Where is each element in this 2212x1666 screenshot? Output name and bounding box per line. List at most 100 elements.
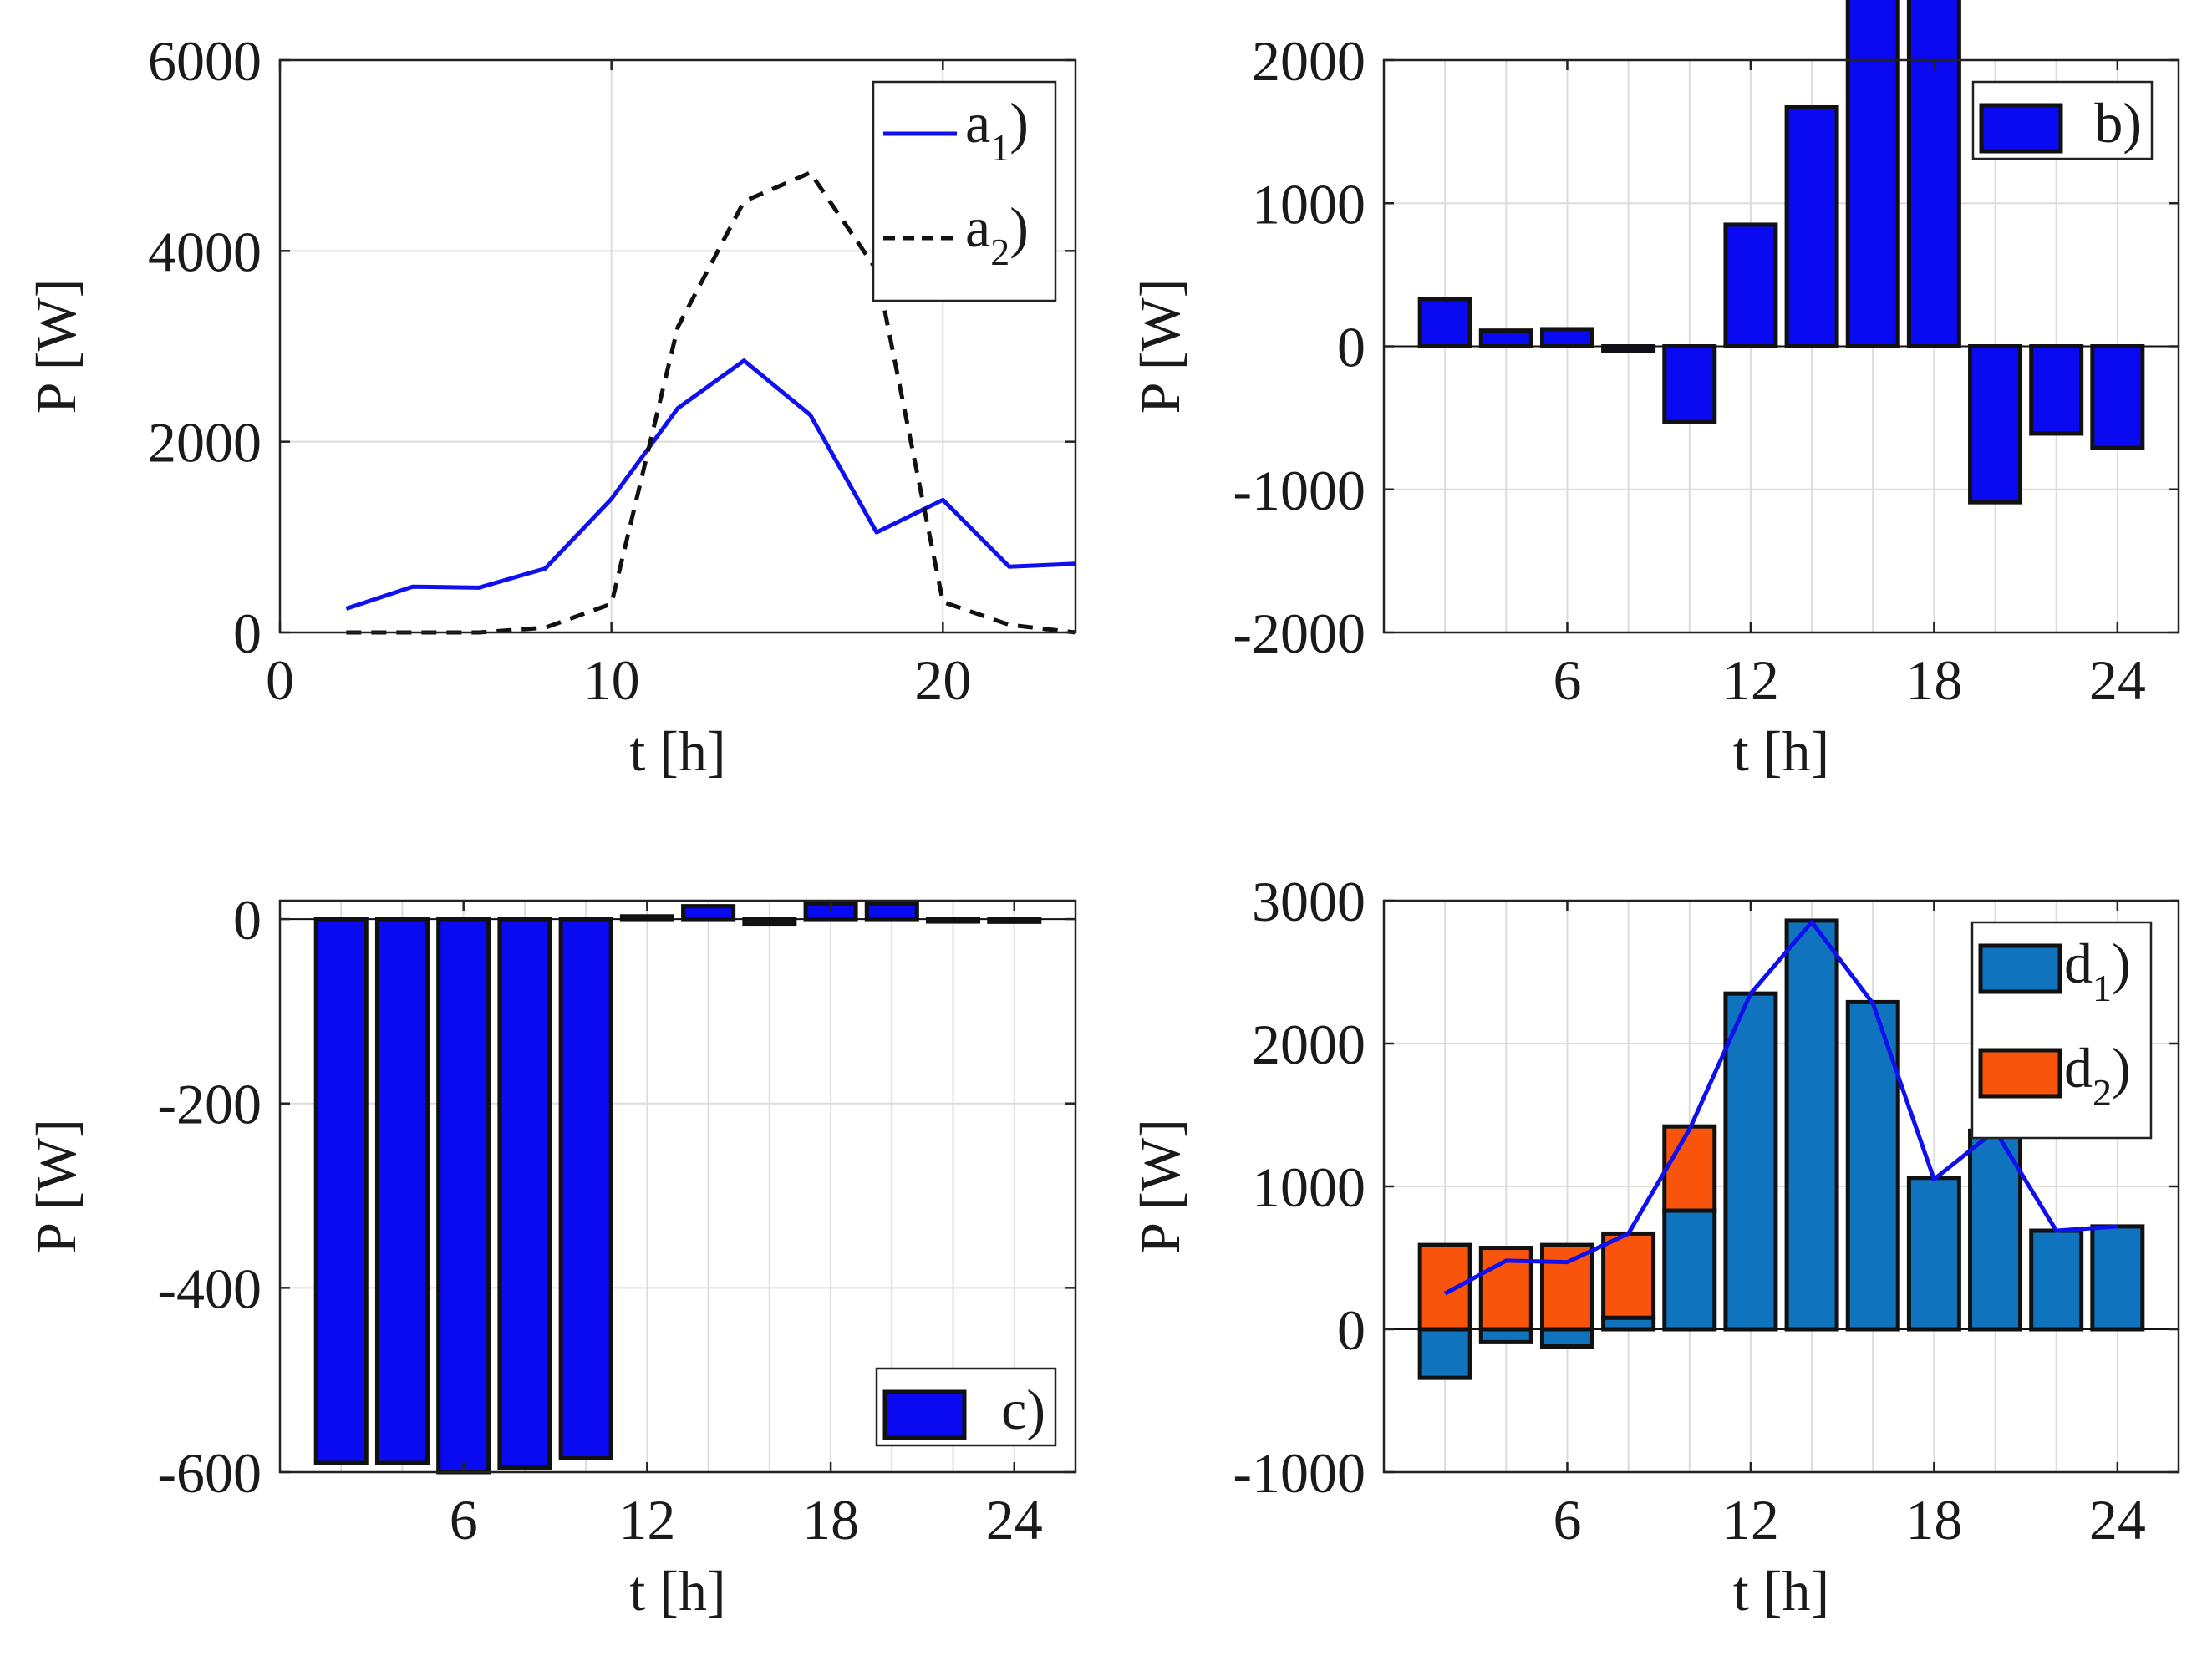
bar-d1 (2090, 1224, 2145, 1332)
y-axis-label: P [W] (24, 279, 88, 414)
legend-label: c) (1001, 1378, 1045, 1441)
legend-label-suffix: ) (1009, 91, 1029, 155)
bar-d1 (1601, 1315, 1656, 1332)
legend-label: b) (2094, 91, 2142, 155)
line-group (345, 170, 1075, 635)
legend-label-suffix: ) (2112, 932, 2131, 995)
bar-d1 (1723, 991, 1778, 1332)
x-tick-label: 12 (1722, 648, 1779, 712)
legend-label-base: d (2064, 932, 2093, 995)
y-axis-label: P [W] (1128, 279, 1192, 414)
x-tick-label: 18 (802, 1488, 859, 1552)
x-tick-label: 18 (1905, 1488, 1962, 1552)
bar-c (313, 917, 369, 1465)
x-axis-label: t [h] (1733, 719, 1829, 783)
bar-d1 (1478, 1327, 1533, 1344)
x-tick-label: 24 (986, 1488, 1043, 1552)
bar-b (1723, 222, 1778, 348)
axes-frame (278, 58, 1077, 634)
x-axis-label: t [h] (629, 719, 725, 783)
legend-swatch-box (1978, 943, 2062, 994)
y-tick-label: -1000 (1233, 1441, 1365, 1505)
legend-label-base: d (2064, 1036, 2093, 1100)
legend: b) (1971, 80, 2154, 160)
y-tick-label: 0 (233, 602, 262, 665)
bar-b (2090, 344, 2145, 450)
y-tick-label: -200 (157, 1073, 262, 1136)
legend-label-sub: 1 (2093, 967, 2112, 1009)
series-line-a1 (345, 358, 1075, 611)
bar-d2 (1417, 1242, 1472, 1332)
y-axis-label: P [W] (1128, 1119, 1192, 1254)
legend-label-suffix: ) (1009, 196, 1029, 259)
bar-c (497, 917, 552, 1470)
y-tick-label: 2000 (1252, 29, 1365, 93)
legend-swatch-box (882, 1389, 967, 1440)
x-axis-label: t [h] (629, 1559, 725, 1623)
overlay-line (1443, 920, 2118, 1296)
bar-b (1784, 105, 1839, 348)
y-tick-label: 2000 (1252, 1013, 1365, 1076)
x-tick-label: 20 (914, 648, 971, 712)
bar-d1 (1417, 1327, 1472, 1380)
legend-label-base: a (965, 196, 990, 259)
legend-label-base: c) (1001, 1378, 1045, 1441)
bar-c (864, 901, 919, 922)
legend-label: d1) (2064, 932, 2131, 1009)
bar-c (681, 904, 736, 922)
legend: a1)a2) (872, 80, 1057, 302)
legend-label: a1) (965, 91, 1029, 169)
y-tick-label: -400 (157, 1257, 262, 1320)
x-tick-label: 6 (450, 1488, 478, 1552)
y-tick-label: 4000 (148, 220, 262, 283)
y-tick-label: 0 (1337, 1298, 1365, 1362)
x-tick-label: 0 (266, 648, 294, 712)
bar-d1 (1784, 918, 1839, 1332)
bar-b (1478, 328, 1533, 349)
y-tick-label: 3000 (1252, 870, 1365, 933)
bar-b (1906, 0, 1961, 349)
legend-label-base: a (965, 91, 990, 155)
bar-b (1417, 297, 1472, 348)
bar-d1 (1906, 1176, 1961, 1332)
bar-b (2029, 344, 2084, 436)
legend: d1)d2) (1970, 921, 2153, 1140)
y-tick-label: -1000 (1233, 459, 1365, 522)
legend-box (872, 80, 1057, 302)
y-tick-label: 0 (233, 888, 262, 952)
y-tick-label: -600 (157, 1441, 262, 1505)
series-line-a2 (346, 170, 1075, 635)
chart-c: 6 12 18 24 -600 -400 -200 0 t [h] P [W] c) (24, 888, 1077, 1623)
legend-label-sub: 2 (2093, 1071, 2112, 1114)
line-group (1443, 920, 2118, 1296)
bar-c (558, 917, 613, 1460)
legend-swatch-box (1978, 1048, 2062, 1099)
bar-d2 (1662, 1124, 1717, 1213)
bar-c (436, 917, 491, 1475)
y-tick-label: 2000 (148, 411, 262, 475)
bar-b (1845, 0, 1900, 349)
x-tick-label: 24 (2089, 648, 2146, 712)
legend-label: d2) (2064, 1036, 2131, 1114)
y-tick-label: 6000 (148, 29, 262, 93)
bar-d2 (1539, 1242, 1594, 1332)
x-tick-label: 10 (583, 648, 640, 712)
legend-label-sub: 1 (990, 126, 1009, 169)
legend-swatch-box (1979, 103, 2063, 154)
bar-b (1968, 344, 2023, 505)
y-tick-label: -2000 (1233, 602, 1365, 665)
y-tick-label: 0 (1337, 316, 1365, 379)
bar-b (1539, 327, 1594, 349)
bar-c (374, 917, 430, 1465)
x-tick-label: 12 (1722, 1488, 1779, 1552)
y-axis-label: P [W] (24, 1119, 88, 1254)
legend-label: a2) (965, 196, 1029, 273)
x-axis-label: t [h] (1733, 1559, 1829, 1623)
bar-d1 (1539, 1327, 1594, 1349)
axes-frame (278, 899, 1077, 1474)
bar-d2 (1601, 1231, 1656, 1320)
x-tick-label: 12 (618, 1488, 675, 1552)
